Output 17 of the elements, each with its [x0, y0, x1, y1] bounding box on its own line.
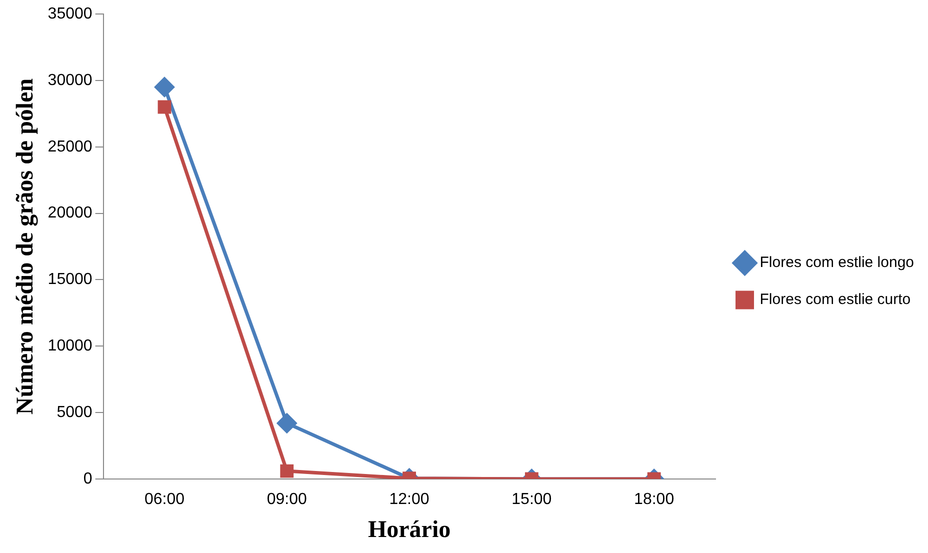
y-tick-label: 20000	[48, 204, 92, 222]
y-tick-label: 15000	[48, 271, 92, 288]
y-tick-label: 0	[83, 470, 92, 488]
legend-label: Flores com estlie curto	[760, 291, 911, 308]
y-axis-title: Número médio de grãos de pólen	[12, 78, 39, 415]
x-axis-title: Horário	[368, 516, 451, 543]
x-tick-label: 06:00	[144, 491, 185, 508]
x-tick-label: 18:00	[634, 491, 674, 508]
x-tick-label: 12:00	[389, 491, 430, 508]
y-tick-label: 5000	[56, 404, 92, 421]
y-tick-label: 25000	[48, 138, 92, 156]
x-tick-label: 09:00	[266, 491, 307, 508]
y-tick-label: 10000	[48, 338, 92, 355]
legend-label: Flores com estlie longo	[760, 254, 914, 272]
y-tick-label: 35000	[48, 5, 92, 22]
y-tick-label: 30000	[48, 72, 92, 89]
x-tick-label: 15:00	[512, 491, 552, 508]
